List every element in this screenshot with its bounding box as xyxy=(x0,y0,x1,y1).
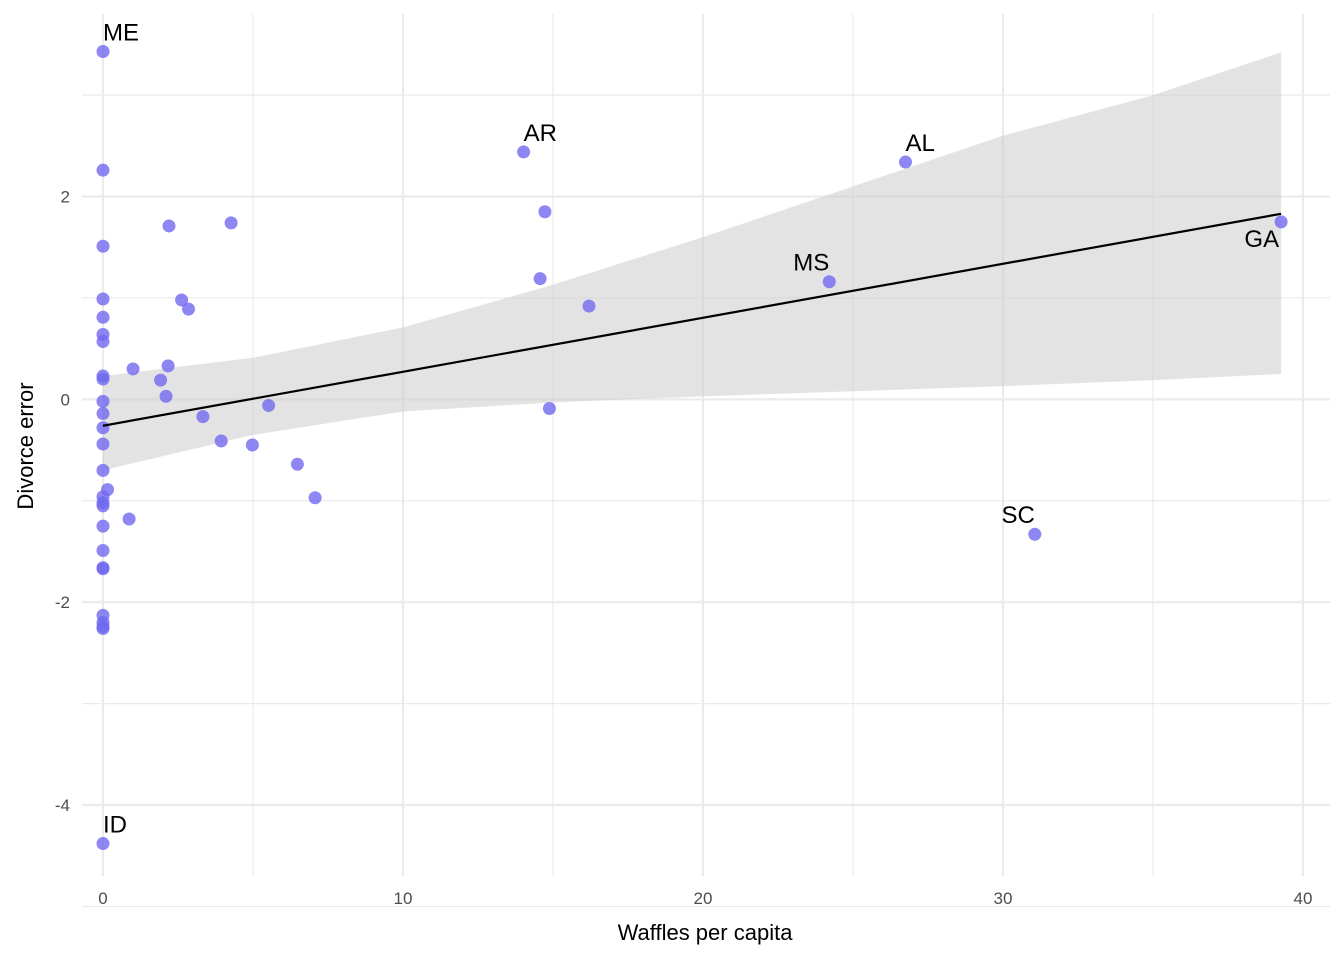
data-point xyxy=(96,543,110,557)
data-point xyxy=(96,499,110,513)
data-point xyxy=(96,421,110,435)
data-point xyxy=(533,272,547,286)
data-point xyxy=(101,483,114,497)
x-tick-label: 10 xyxy=(394,889,413,908)
x-tick-label: 30 xyxy=(994,889,1013,908)
data-point xyxy=(1028,527,1042,541)
data-point xyxy=(96,437,110,451)
regression-line xyxy=(102,212,1282,427)
data-point xyxy=(96,45,110,59)
data-point xyxy=(308,491,322,505)
data-point xyxy=(96,519,110,533)
data-point xyxy=(175,293,189,307)
data-point xyxy=(196,410,210,424)
data-point xyxy=(126,362,140,376)
data-point xyxy=(96,239,110,253)
data-point xyxy=(159,389,173,403)
point-label: AR xyxy=(524,120,557,147)
data-point xyxy=(154,373,168,387)
y-axis-title: Divorce error xyxy=(13,382,38,509)
data-point xyxy=(96,463,110,477)
point-label: SC xyxy=(1001,502,1034,529)
major-grid xyxy=(82,14,1330,876)
data-point xyxy=(182,302,195,316)
point-label: AL xyxy=(906,130,935,157)
x-tick-label: 40 xyxy=(1294,889,1313,908)
data-point xyxy=(96,335,110,349)
point-label: ID xyxy=(103,812,127,839)
y-tick-label: -2 xyxy=(55,593,70,612)
y-axis-ticks: -4 -2 0 2 xyxy=(55,188,70,815)
data-point xyxy=(214,434,228,448)
data-point xyxy=(245,438,259,452)
confidence-band-layer xyxy=(103,52,1282,471)
y-tick-label: 0 xyxy=(61,390,70,409)
x-axis-ticks: 0 10 20 30 40 xyxy=(98,889,1312,908)
x-tick-label: 0 xyxy=(98,889,107,908)
data-point xyxy=(161,359,175,373)
points-layer xyxy=(96,45,1288,851)
data-point xyxy=(122,512,136,526)
data-point xyxy=(96,622,110,636)
data-point xyxy=(517,145,531,159)
data-point xyxy=(96,372,110,386)
data-point xyxy=(1274,215,1288,229)
data-point xyxy=(542,401,556,415)
data-point xyxy=(96,292,110,306)
data-point xyxy=(96,310,110,324)
point-label: GA xyxy=(1244,226,1279,253)
point-label: MS xyxy=(793,250,829,277)
minor-grid xyxy=(82,14,1330,908)
data-point xyxy=(899,155,912,169)
x-axis-title: Waffles per capita xyxy=(618,920,794,945)
data-point xyxy=(538,205,552,219)
data-point xyxy=(290,457,304,471)
data-point xyxy=(582,299,596,313)
data-point xyxy=(96,407,110,421)
x-tick-label: 20 xyxy=(694,889,713,908)
point-label: ME xyxy=(103,20,139,47)
fit-line-layer xyxy=(102,212,1282,427)
data-point xyxy=(822,275,836,289)
confidence-band xyxy=(103,52,1282,471)
data-point xyxy=(96,562,110,576)
y-tick-label: 2 xyxy=(61,188,70,207)
data-point xyxy=(224,216,238,230)
data-point xyxy=(96,837,110,851)
data-point xyxy=(96,394,110,408)
data-point xyxy=(96,163,110,177)
data-point xyxy=(162,219,176,233)
point-labels-layer: ME AR AL MS GA SC ID xyxy=(103,20,1279,839)
y-tick-label: -4 xyxy=(55,796,70,815)
data-point xyxy=(262,398,276,412)
